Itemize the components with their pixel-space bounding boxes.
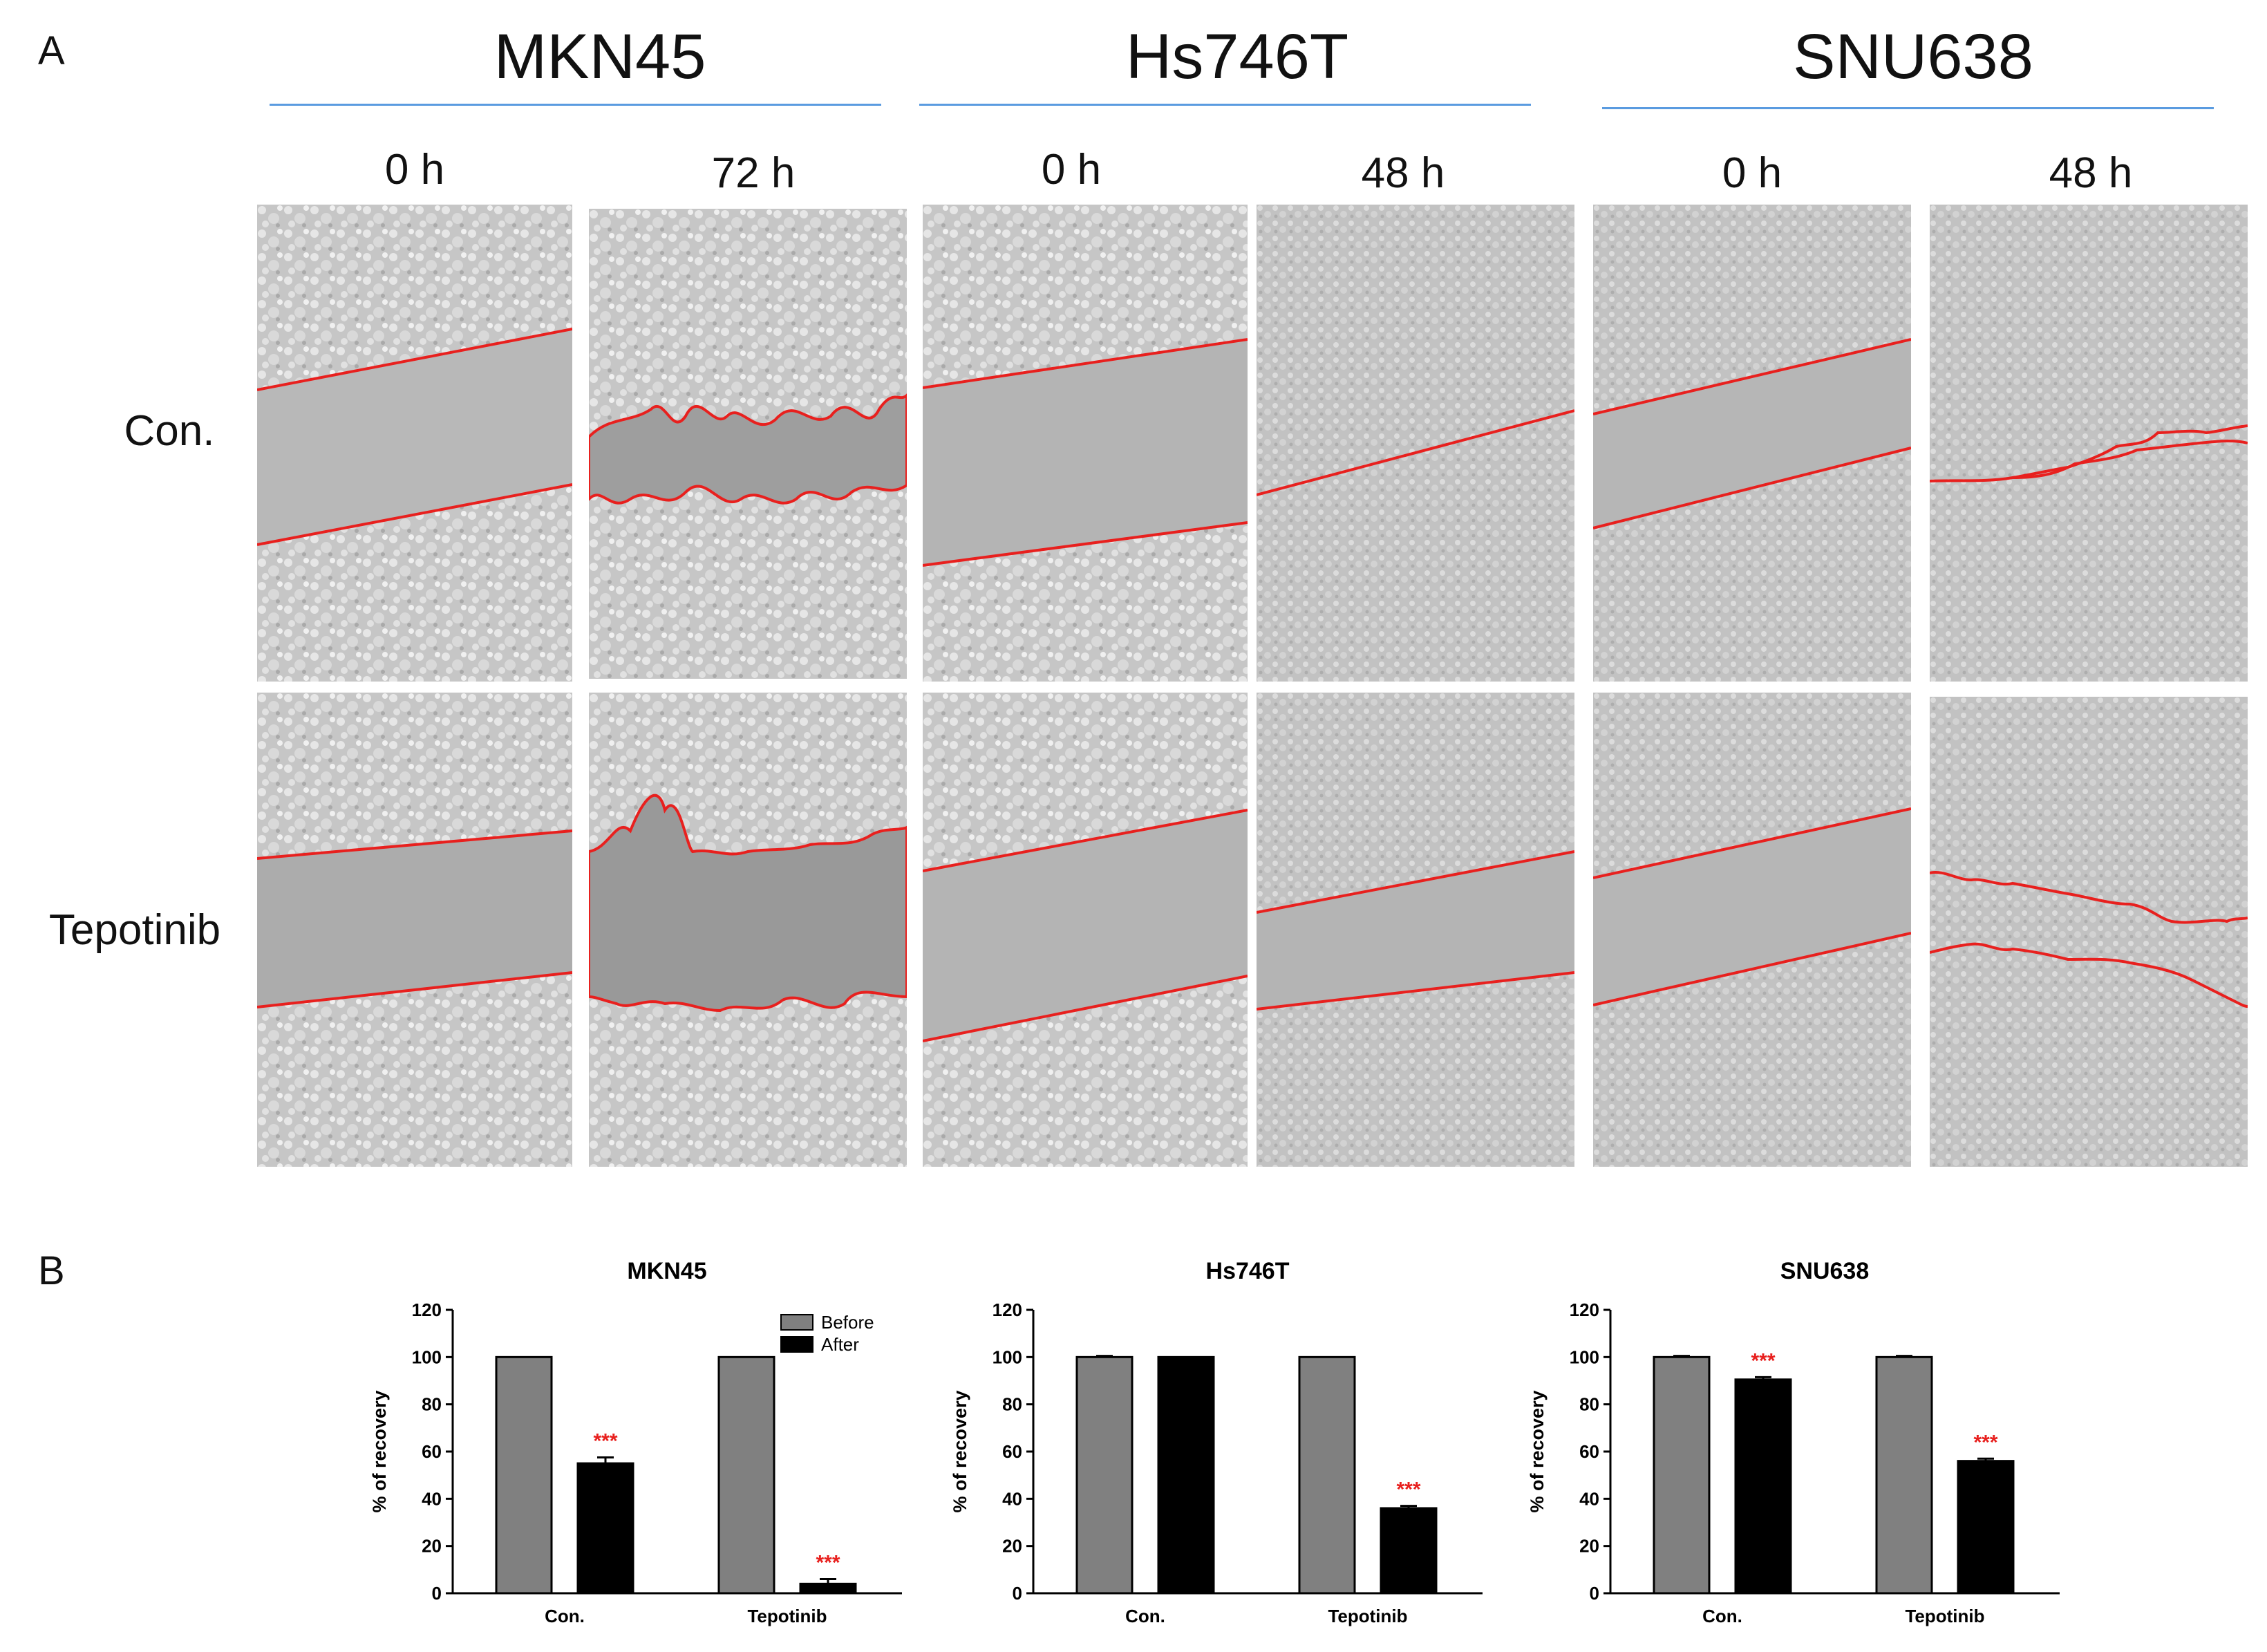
chart-title: MKN45 [627, 1258, 706, 1284]
row-label-control: Con. [124, 407, 215, 455]
micrograph-mkn45-con-72h [589, 209, 907, 679]
y-tick-label: 60 [1579, 1441, 1599, 1462]
bar-before [1075, 1355, 1134, 1595]
y-tick-label: 40 [1002, 1488, 1022, 1509]
cell-line-title-mkn45: MKN45 [493, 21, 706, 92]
y-tick-label: 20 [1579, 1536, 1599, 1557]
bar-after [576, 1462, 634, 1595]
micrograph-snu638-tep-48h [1930, 697, 2248, 1167]
bar-after [1380, 1507, 1438, 1595]
significance-marker: *** [1396, 1479, 1420, 1501]
bar-before [495, 1355, 553, 1595]
timepoint-label: 48 h [1361, 149, 1445, 197]
y-tick-label: 0 [1013, 1583, 1022, 1604]
x-tick-label: Tepotinib [747, 1606, 827, 1626]
bar-before [1298, 1355, 1356, 1595]
y-axis-label: % of recovery [950, 1390, 970, 1512]
bar-chart-hs746t: Hs746T % of recovery 0 20 40 60 80 100 120 Con. **… [950, 1258, 1483, 1626]
cell-line-title-snu638: SNU638 [1793, 21, 2033, 92]
y-tick-label: 120 [412, 1299, 442, 1320]
bar-after [1957, 1460, 2015, 1595]
legend-label: Before [821, 1312, 874, 1333]
significance-marker: *** [1973, 1431, 1997, 1454]
micrograph-hs746t-con-48h [1257, 205, 1574, 682]
y-tick-label: 20 [1002, 1536, 1022, 1557]
timepoint-label: 0 h [384, 146, 445, 194]
row-label-tepotinib: Tepotinib [48, 906, 221, 954]
legend-swatch [780, 1336, 813, 1353]
y-axis-label: % of recovery [1527, 1390, 1548, 1512]
bar-after [1734, 1378, 1792, 1595]
micrograph-hs746t-con-0h [923, 205, 1248, 682]
micrograph-snu638-con-48h [1930, 205, 2248, 682]
y-tick-label: 100 [412, 1346, 442, 1367]
y-tick-label: 40 [1579, 1488, 1599, 1509]
significance-marker: *** [1751, 1349, 1775, 1372]
y-tick-label: 80 [422, 1394, 442, 1415]
y-tick-label: 40 [422, 1488, 442, 1509]
title-rule-hs746t [919, 104, 1531, 106]
chart-title: SNU638 [1780, 1258, 1870, 1284]
y-tick-label: 80 [1002, 1394, 1022, 1415]
y-tick-label: 60 [422, 1441, 442, 1462]
bar-before [1653, 1355, 1711, 1595]
y-tick-label: 120 [1570, 1299, 1599, 1320]
bar-before [1875, 1355, 1933, 1595]
bar-before [717, 1355, 775, 1595]
timepoint-label: 0 h [1041, 146, 1102, 194]
cell-line-title-hs746t: Hs746T [1125, 21, 1349, 92]
y-tick-label: 0 [432, 1583, 442, 1604]
bar-chart-mkn45: MKN45 % of recovery 0 20 40 60 80 100 120 *** Con.… [369, 1258, 902, 1626]
micrograph-mkn45-tep-0h [257, 693, 572, 1167]
significance-marker: *** [593, 1430, 617, 1453]
x-tick-label: Tepotinib [1328, 1606, 1407, 1626]
legend-swatch [780, 1314, 813, 1331]
micrograph-hs746t-tep-0h [923, 693, 1248, 1167]
bar-chart-snu638: SNU638 % of recovery 0 20 40 60 80 100 120 *** Con… [1527, 1258, 2060, 1626]
y-tick-label: 20 [422, 1536, 442, 1557]
significance-marker: *** [816, 1552, 840, 1575]
micrograph-hs746t-tep-48h [1257, 693, 1574, 1167]
title-rule-mkn45 [270, 104, 881, 106]
micrograph-snu638-con-0h [1593, 205, 1911, 682]
x-tick-label: Tepotinib [1905, 1606, 1984, 1626]
legend-label: After [821, 1334, 859, 1355]
y-tick-label: 100 [993, 1346, 1022, 1367]
micrograph-mkn45-tep-72h [589, 693, 907, 1167]
x-tick-label: Con. [1125, 1606, 1165, 1626]
timepoint-label: 0 h [1722, 149, 1782, 197]
bar-after [799, 1582, 857, 1595]
y-tick-label: 80 [1579, 1394, 1599, 1415]
micrograph-mkn45-con-0h [257, 205, 572, 682]
timepoint-label: 48 h [2049, 149, 2133, 197]
panel-b-label: B [38, 1248, 65, 1293]
title-rule-snu638 [1602, 107, 2214, 109]
timepoint-label: 72 h [711, 149, 796, 197]
micrograph-snu638-tep-0h [1593, 693, 1911, 1167]
y-axis-label: % of recovery [369, 1390, 390, 1512]
y-tick-label: 100 [1570, 1346, 1599, 1367]
x-tick-label: Con. [1702, 1606, 1742, 1626]
x-tick-label: Con. [545, 1606, 585, 1626]
bar-after [1157, 1355, 1215, 1595]
chart-title: Hs746T [1206, 1258, 1290, 1284]
y-tick-label: 0 [1590, 1583, 1599, 1604]
y-tick-label: 120 [993, 1299, 1022, 1320]
y-tick-label: 60 [1002, 1441, 1022, 1462]
panel-a-label: A [38, 28, 65, 73]
